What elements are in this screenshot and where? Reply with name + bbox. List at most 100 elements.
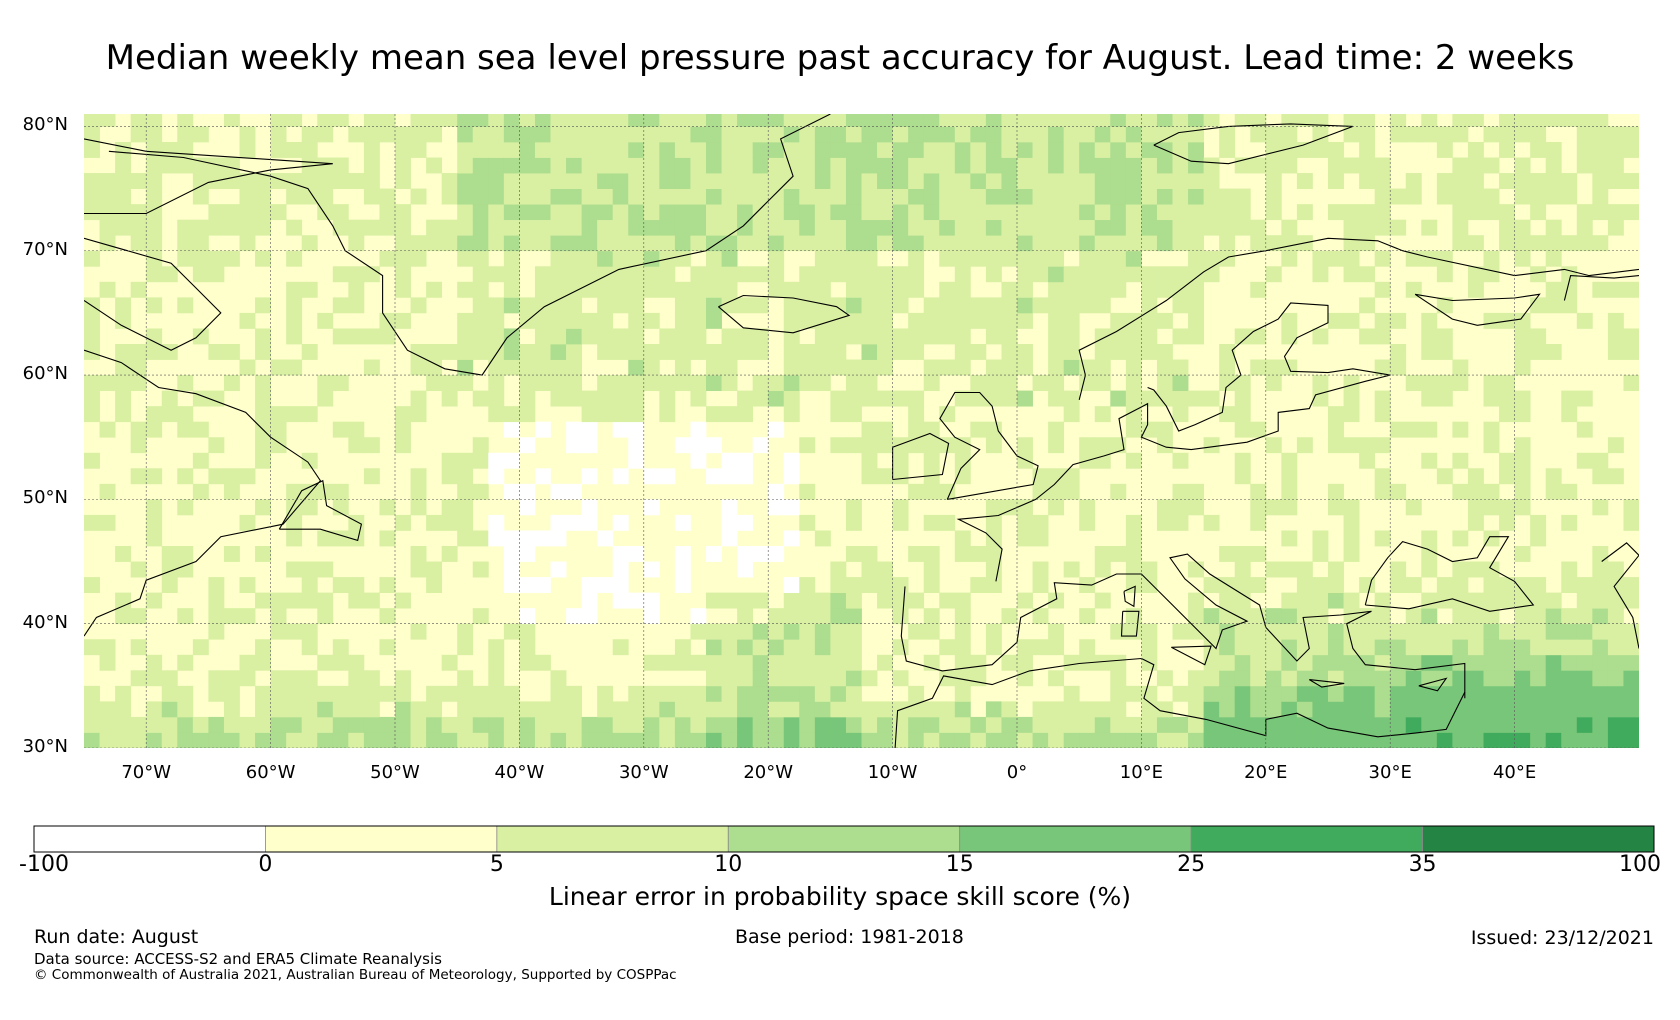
skill-cell: [395, 592, 411, 609]
skill-cell: [923, 483, 940, 500]
skill-cell: [146, 343, 163, 360]
skill-cell: [845, 266, 862, 283]
skill-cell: [457, 312, 474, 329]
skill-cell: [130, 468, 147, 485]
skill-cell: [208, 157, 225, 174]
skill-cell: [519, 390, 536, 407]
skill-cell: [161, 701, 178, 718]
skill-cell: [146, 530, 163, 547]
skill-cell: [923, 452, 940, 469]
skill-cell: [830, 141, 847, 158]
skill-cell: [737, 343, 754, 360]
skill-cell: [550, 732, 567, 748]
skill-cell: [768, 126, 785, 143]
skill-score-cells: [84, 114, 1639, 748]
skill-cell: [908, 126, 925, 143]
skill-cell: [146, 701, 163, 718]
skill-cell: [737, 141, 754, 158]
skill-cell: [192, 639, 209, 656]
skill-cell: [472, 157, 489, 174]
skill-cell: [550, 219, 567, 236]
skill-cell: [861, 235, 878, 252]
skill-cell: [674, 126, 691, 143]
skill-cell: [146, 126, 163, 143]
skill-cell: [845, 545, 862, 562]
skill-cell: [301, 639, 318, 656]
skill-cell: [783, 530, 800, 547]
skill-cell: [674, 701, 691, 718]
skill-cell: [690, 173, 707, 189]
skill-cell: [503, 421, 520, 438]
skill-cell: [799, 670, 816, 687]
skill-cell: [566, 685, 582, 702]
skill-cell: [379, 204, 396, 221]
skill-cell: [472, 343, 489, 360]
skill-cell: [597, 157, 614, 174]
skill-cell: [721, 530, 738, 547]
skill-cell: [954, 219, 971, 236]
skill-cell: [379, 499, 396, 516]
skill-cell: [223, 219, 240, 236]
skill-cell: [752, 126, 769, 143]
skill-cell: [939, 483, 956, 500]
skill-cell: [643, 654, 660, 671]
skill-cell: [270, 716, 287, 733]
skill-cell: [659, 235, 676, 252]
skill-cell: [348, 685, 365, 702]
skill-cell: [503, 545, 520, 562]
skill-cell: [908, 328, 925, 345]
skill-cell: [690, 328, 707, 345]
skill-cell: [332, 685, 349, 702]
skill-cell: [115, 716, 132, 733]
skill-cell: [814, 114, 831, 127]
skill-cell: [472, 716, 489, 733]
skill-cell: [721, 685, 738, 702]
skill-cell: [628, 312, 645, 329]
skill-cell: [519, 499, 536, 516]
skill-cell: [628, 114, 645, 127]
skill-cell: [441, 514, 458, 531]
skill-cell: [99, 219, 116, 236]
skill-cell: [861, 421, 878, 438]
skill-cell: [457, 639, 474, 656]
skill-cell: [628, 297, 645, 314]
skill-cell: [768, 204, 785, 221]
skill-cell: [348, 716, 365, 733]
skill-cell: [970, 545, 987, 562]
skill-cell: [830, 297, 847, 314]
skill-cell: [799, 654, 816, 671]
skill-cell: [877, 421, 893, 438]
skill-cell: [814, 266, 831, 283]
skill-cell: [985, 312, 1002, 329]
skill-cell: [659, 141, 676, 158]
skill-cell: [115, 359, 132, 376]
skill-cell: [115, 701, 132, 718]
skill-cell: [923, 421, 940, 438]
skill-cell: [581, 126, 598, 143]
skill-cell: [301, 685, 318, 702]
skill-cell: [783, 499, 800, 516]
skill-cell: [550, 250, 567, 267]
skill-cell: [737, 297, 754, 314]
skill-cell: [426, 235, 443, 252]
skill-cell: [239, 235, 256, 252]
skill-cell: [363, 157, 380, 174]
skill-cell: [954, 545, 971, 562]
skill-cell: [985, 235, 1002, 252]
skill-cell: [985, 577, 1002, 594]
skill-cell: [519, 235, 536, 252]
skill-cell: [721, 343, 738, 360]
skill-cell: [566, 219, 582, 236]
skill-cell: [706, 281, 722, 298]
skill-cell: [177, 235, 194, 252]
skill-cell: [659, 328, 676, 345]
skill-cell: [628, 188, 645, 205]
skill-cell: [768, 157, 785, 174]
skill-cell: [84, 514, 100, 531]
skill-cell: [908, 716, 925, 733]
skill-cell: [426, 114, 443, 127]
skill-cell: [939, 204, 956, 221]
skill-cell: [799, 343, 816, 360]
skill-cell: [192, 328, 209, 345]
